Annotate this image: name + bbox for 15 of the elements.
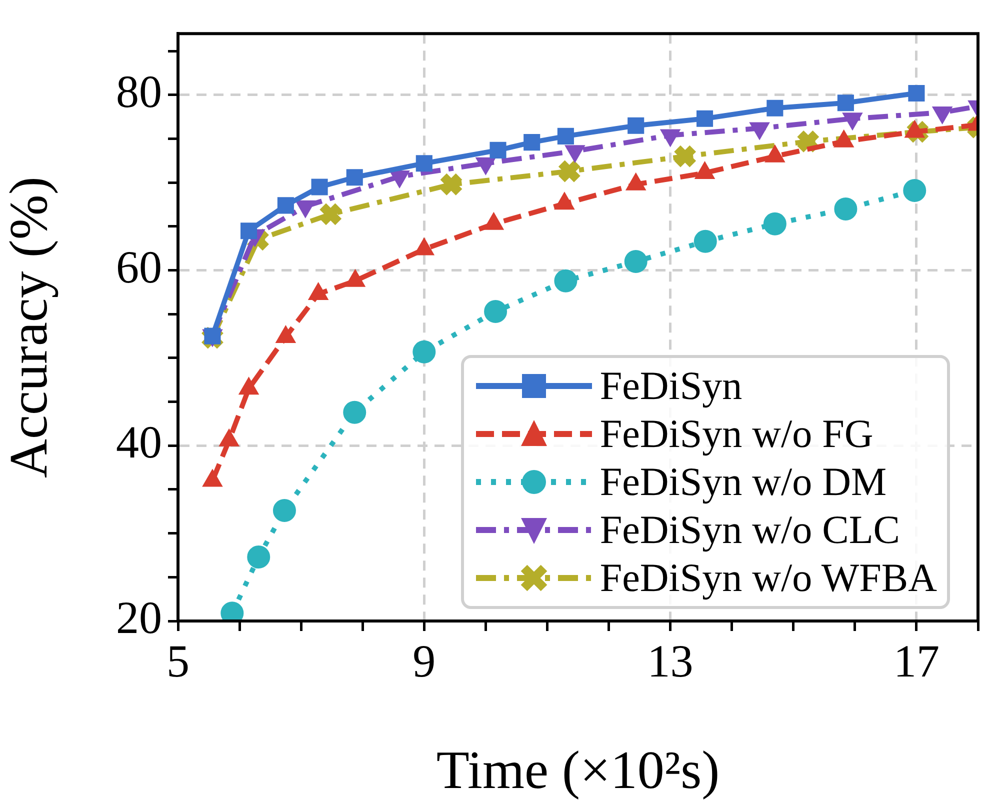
y-tick-label: 60 — [116, 241, 162, 292]
legend-label: FeDiSyn — [600, 362, 742, 410]
legend-label: FeDiSyn w/o DM — [600, 458, 887, 506]
legend-label: FeDiSyn w/o FG — [600, 410, 874, 458]
x-tick-label: 13 — [647, 636, 694, 687]
legend-label: FeDiSyn w/o CLC — [600, 506, 900, 554]
y-tick-label: 40 — [116, 416, 162, 468]
x-tick-label: 5 — [166, 636, 190, 687]
x-tick-label: 17 — [893, 636, 940, 687]
y-tick-label: 20 — [116, 592, 162, 644]
y-axis-title: Accuracy (%) — [0, 176, 59, 478]
x-axis-title: Time (×10²s) — [436, 740, 720, 800]
y-tick-label: 80 — [116, 66, 162, 118]
legend-label: FeDiSyn w/o WFBA — [600, 554, 937, 602]
x-tick-label: 9 — [412, 636, 436, 687]
